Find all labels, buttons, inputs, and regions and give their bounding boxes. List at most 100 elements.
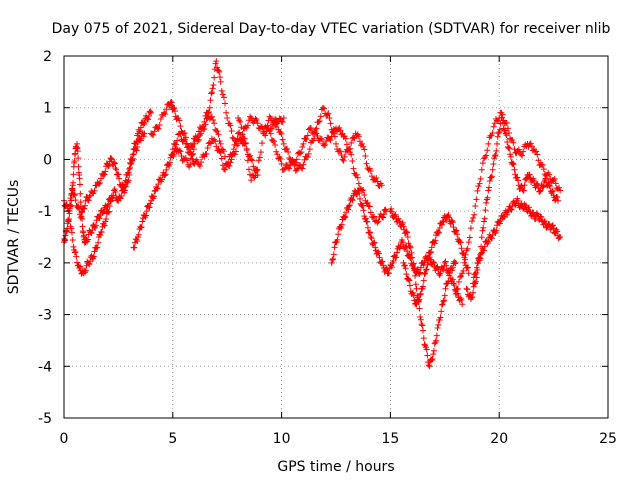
data-point-interp <box>327 120 334 127</box>
data-point-interp <box>473 196 480 203</box>
data-point-interp <box>312 126 319 133</box>
data-point-interp <box>279 118 286 125</box>
data-point-interp <box>231 151 238 158</box>
data-point-interp <box>189 143 196 150</box>
data-point <box>248 115 255 122</box>
data-point-interp <box>216 74 223 81</box>
data-point-interp <box>125 169 132 176</box>
data-point-interp <box>361 146 368 153</box>
data-point-interp <box>343 141 350 148</box>
data-point <box>217 140 224 147</box>
data-point-interp <box>129 156 136 163</box>
data-point-interp <box>297 150 304 157</box>
data-point-interp <box>489 130 496 137</box>
data-point-interp <box>416 296 423 303</box>
data-point-interp <box>521 182 528 189</box>
data-point-interp <box>509 136 516 143</box>
data-point-interp <box>140 121 147 128</box>
data-point-interp <box>518 182 525 189</box>
data-point-interp <box>510 161 517 168</box>
data-point-interp <box>494 133 501 140</box>
data-point <box>319 104 326 111</box>
data-point <box>213 58 220 65</box>
data-point-interp <box>92 222 99 229</box>
data-point-interp <box>445 278 452 285</box>
data-point <box>187 161 194 168</box>
data-point-interp <box>155 181 162 188</box>
data-point <box>557 234 564 240</box>
data-point-interp <box>252 115 259 122</box>
data-point <box>128 156 135 163</box>
data-point-interp <box>379 258 386 265</box>
data-point-interp <box>95 180 102 187</box>
data-point <box>550 177 557 184</box>
data-point-interp <box>550 225 557 232</box>
data-point-interp <box>470 274 477 281</box>
data-point-interp <box>488 132 495 139</box>
data-point-interp <box>399 219 406 226</box>
data-point-interp <box>504 143 511 150</box>
data-point-interp <box>214 128 221 135</box>
data-point-interp <box>237 137 244 144</box>
y-tick-label: -5 <box>38 411 52 427</box>
data-point-interp <box>520 187 527 194</box>
data-point <box>274 151 281 158</box>
data-point-interp <box>163 166 170 173</box>
data-point-interp <box>247 152 254 159</box>
data-point-interp <box>443 262 450 269</box>
data-point-interp <box>403 228 410 235</box>
data-point-interp <box>409 289 416 296</box>
data-point-interp <box>355 133 362 140</box>
data-point-interp <box>161 172 168 179</box>
data-point <box>480 218 487 225</box>
data-point-interp <box>90 253 97 260</box>
data-point-interp <box>286 165 293 172</box>
data-point-interp <box>236 129 243 136</box>
data-point-interp <box>380 262 387 269</box>
data-point-interp <box>458 272 465 279</box>
data-point-interp <box>222 100 229 107</box>
data-point-interp <box>348 196 355 203</box>
data-point-interp <box>279 136 286 143</box>
data-point-interp <box>484 240 491 247</box>
data-point-interp <box>206 104 213 111</box>
data-point-interp <box>338 225 345 232</box>
data-point-interp <box>414 297 421 304</box>
data-point-interp <box>299 144 306 151</box>
data-point-interp <box>493 227 500 234</box>
data-point-interp <box>356 195 363 202</box>
data-point-interp <box>479 160 486 167</box>
data-point-interp <box>434 263 441 270</box>
data-point-interp <box>367 168 374 175</box>
data-point-interp <box>237 118 244 125</box>
data-point-interp <box>238 124 245 131</box>
data-point <box>161 109 168 116</box>
data-point-interp <box>137 137 144 144</box>
data-point-interp <box>504 139 511 146</box>
data-point-interp <box>457 239 464 246</box>
data-point-interp <box>423 266 430 273</box>
data-point-interp <box>103 215 110 222</box>
data-point-interp <box>71 192 78 199</box>
data-point-interp <box>176 147 183 154</box>
data-point-interp <box>455 278 462 285</box>
data-point-interp <box>147 200 154 207</box>
data-point <box>267 125 274 132</box>
x-tick-label: 0 <box>60 431 69 447</box>
data-point <box>106 202 113 209</box>
data-point-interp <box>208 113 215 120</box>
data-point-interp <box>431 340 438 347</box>
data-point-interp <box>116 175 123 182</box>
data-point-interp <box>429 356 436 363</box>
data-point-interp <box>418 321 425 328</box>
data-point-interp <box>514 174 521 181</box>
data-point <box>437 270 444 277</box>
series-track <box>148 99 261 178</box>
data-point-interp <box>86 261 93 268</box>
data-point <box>267 130 274 137</box>
data-point-interp <box>450 224 457 231</box>
data-point <box>274 120 281 127</box>
data-point-interp <box>348 139 355 146</box>
data-point-interp <box>68 225 75 232</box>
data-point-interp <box>94 244 101 251</box>
